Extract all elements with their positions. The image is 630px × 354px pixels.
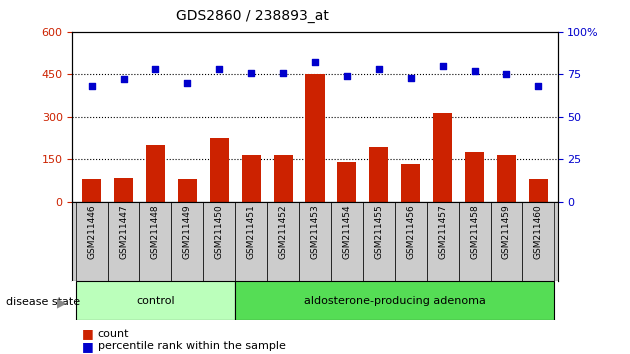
Text: GSM211449: GSM211449 (183, 204, 192, 259)
Point (342, 73, 352, 79)
Bar (459, 202, 491, 281)
Text: GSM211459: GSM211459 (502, 204, 511, 259)
Text: control: control (136, 296, 175, 306)
Bar (363, 202, 395, 281)
Bar (235, 281, 554, 320)
Bar (203, 202, 235, 281)
Bar (76, 281, 235, 320)
Text: GSM211452: GSM211452 (278, 204, 287, 259)
Bar (146, 145, 165, 202)
Bar (331, 202, 363, 281)
Bar (299, 202, 331, 281)
Text: GDS2860 / 238893_at: GDS2860 / 238893_at (176, 9, 328, 23)
Bar (497, 155, 516, 202)
Point (182, 80, 192, 86)
Text: GSM211454: GSM211454 (343, 204, 352, 259)
Bar (82, 178, 101, 202)
Text: ■: ■ (82, 340, 94, 353)
Bar (529, 179, 548, 202)
Bar (433, 113, 452, 202)
Text: GSM211457: GSM211457 (438, 204, 447, 259)
Text: GSM211453: GSM211453 (311, 204, 319, 259)
Bar (235, 202, 267, 281)
Point (246, 70, 256, 75)
Point (374, 67, 384, 72)
Point (534, 84, 544, 89)
Text: GSM211456: GSM211456 (406, 204, 415, 259)
Text: GSM211450: GSM211450 (215, 204, 224, 259)
Point (406, 75, 416, 81)
Text: GSM211458: GSM211458 (470, 204, 479, 259)
Text: GSM211446: GSM211446 (87, 204, 96, 259)
Bar (273, 155, 293, 202)
Bar (139, 202, 171, 281)
Point (278, 70, 288, 75)
Point (438, 63, 448, 69)
Text: ■: ■ (82, 327, 94, 340)
Text: GSM211455: GSM211455 (374, 204, 383, 259)
Bar (306, 74, 324, 202)
Text: count: count (98, 329, 129, 339)
Bar (337, 162, 357, 202)
Text: disease state: disease state (6, 297, 81, 307)
Bar (427, 202, 459, 281)
Bar (401, 164, 420, 202)
Bar (395, 202, 427, 281)
Bar (369, 147, 389, 202)
Bar (491, 202, 522, 281)
Bar (76, 202, 108, 281)
Point (86, 84, 96, 89)
Bar (522, 202, 554, 281)
Text: GSM211447: GSM211447 (119, 204, 128, 259)
Bar (267, 202, 299, 281)
Point (501, 72, 512, 77)
Text: aldosterone-producing adenoma: aldosterone-producing adenoma (304, 296, 486, 306)
Text: GSM211448: GSM211448 (151, 204, 160, 259)
Bar (108, 202, 139, 281)
Bar (241, 155, 261, 202)
Point (118, 76, 129, 82)
Point (469, 68, 479, 74)
Bar (210, 138, 229, 202)
Bar (465, 152, 484, 202)
Bar (171, 202, 203, 281)
Text: GSM211451: GSM211451 (247, 204, 256, 259)
Text: GSM211460: GSM211460 (534, 204, 543, 259)
Bar (114, 178, 133, 202)
Text: percentile rank within the sample: percentile rank within the sample (98, 341, 285, 351)
Point (310, 59, 320, 65)
Bar (178, 178, 197, 202)
Point (214, 67, 224, 72)
Point (151, 67, 161, 72)
Text: ▶: ▶ (57, 296, 67, 309)
